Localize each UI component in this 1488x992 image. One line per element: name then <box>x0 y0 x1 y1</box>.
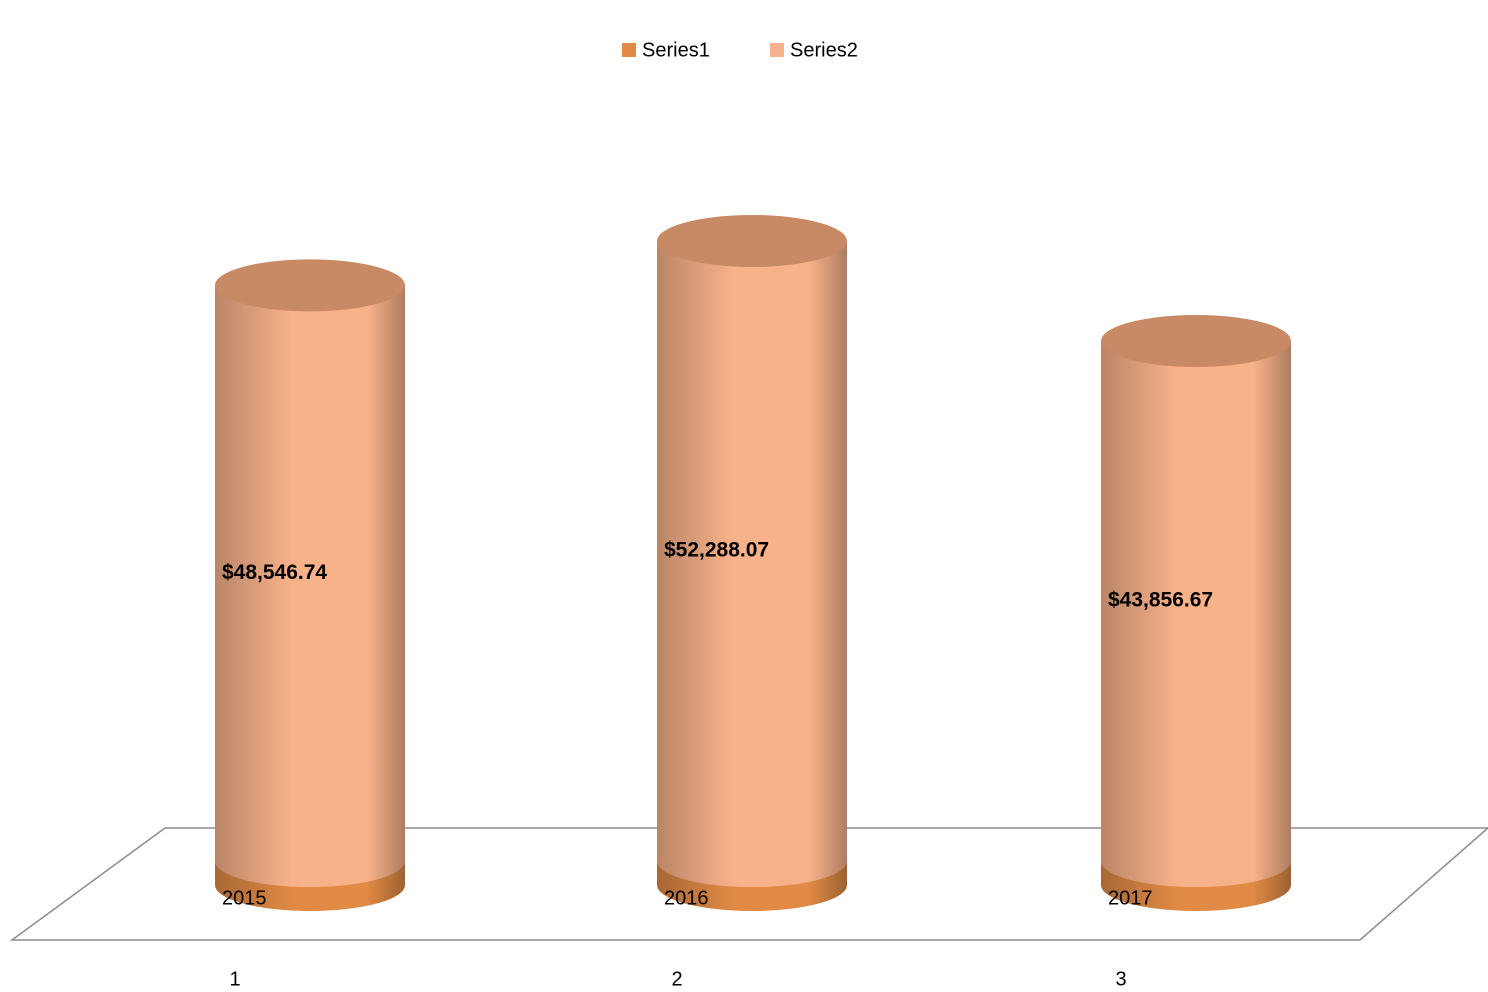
cylinder-top <box>657 215 847 267</box>
legend-label: Series1 <box>642 39 710 61</box>
cylinder-top-shade <box>1101 314 1291 367</box>
cylinder-top-shade <box>657 215 847 267</box>
x-tick-label: 1 <box>229 968 240 990</box>
legend-swatch <box>622 43 636 57</box>
cylinder-top <box>1101 314 1291 367</box>
data-label: $48,546.74 <box>222 561 327 584</box>
x-tick-label: 2 <box>671 968 682 990</box>
cylinder-top-shade <box>215 259 405 312</box>
legend: Series1 Series2 <box>622 39 858 61</box>
cylinder-shade <box>1101 340 1291 888</box>
data-label: 2017 <box>1108 887 1153 909</box>
legend-label: Series2 <box>790 39 858 61</box>
data-label: 2016 <box>664 887 709 909</box>
data-label: $52,288.07 <box>664 539 769 562</box>
data-label: $43,856.67 <box>1108 589 1213 612</box>
data-label: 2015 <box>222 887 267 909</box>
x-tick-label: 3 <box>1115 968 1126 990</box>
floor <box>9 827 1488 941</box>
cylinder-shade <box>215 285 405 888</box>
cylinder-shade <box>657 241 847 888</box>
legend-swatch <box>770 43 784 57</box>
cylinder-top <box>215 259 405 312</box>
